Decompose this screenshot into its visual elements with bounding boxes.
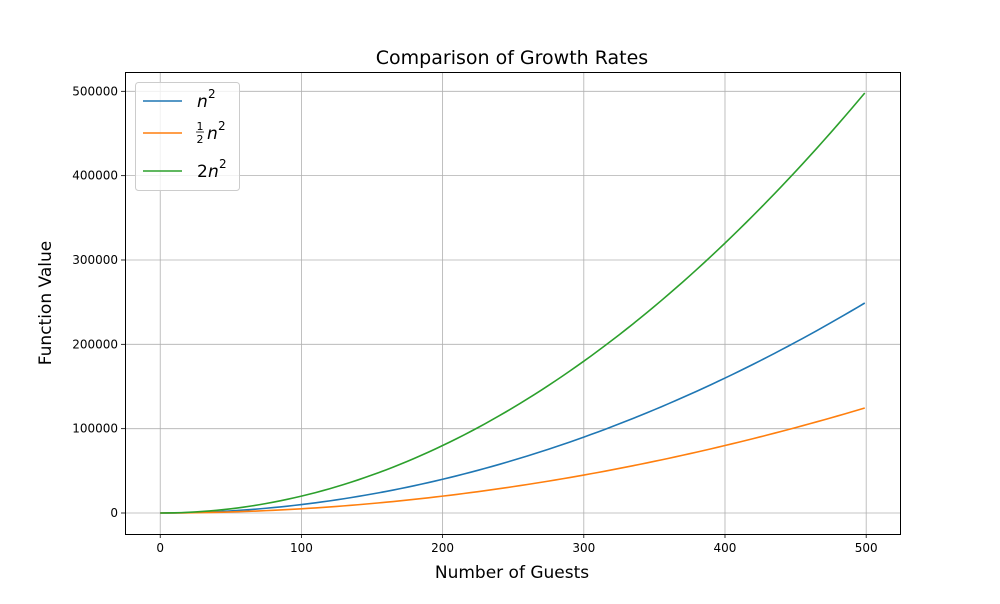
y-tick-label: 300000: [72, 253, 118, 267]
legend-label: n: [197, 92, 208, 112]
chart-title: Comparison of Growth Rates: [376, 47, 648, 69]
y-tick-label: 100000: [72, 422, 118, 436]
legend-label: n: [208, 162, 219, 182]
legend-exponent: 2: [218, 119, 226, 133]
x-tick-label: 300: [572, 541, 595, 555]
legend-coefficient: 2: [197, 162, 208, 182]
y-tick-label: 400000: [72, 169, 118, 183]
x-tick-label: 0: [156, 541, 164, 555]
series-lines: [160, 92, 866, 514]
legend-box: [135, 82, 240, 191]
series-line-2: [160, 92, 866, 514]
x-axis-label: Number of Guests: [435, 563, 589, 583]
grid: [125, 72, 900, 534]
legend-label: n: [207, 124, 218, 144]
x-tick-label: 400: [714, 541, 737, 555]
series-line-1: [160, 407, 865, 514]
plot-frame: [125, 72, 901, 535]
x-axis-ticks: 0 100 200 300 400 500: [156, 534, 878, 555]
x-tick-label: 200: [431, 541, 454, 555]
legend-exponent: 2: [219, 157, 227, 171]
y-axis-ticks: 0 100000 200000 300000 400000 500000: [72, 84, 125, 520]
y-tick-label: 200000: [72, 337, 118, 351]
legend-fraction-denominator: 2: [197, 133, 204, 146]
y-tick-label: 500000: [72, 84, 118, 98]
series-line-0: [160, 302, 866, 514]
legend: n 212 n 22 n 2: [135, 82, 240, 191]
legend-exponent: 2: [208, 87, 216, 101]
y-tick-label: 0: [110, 506, 118, 520]
legend-entry: 12 n 2: [143, 119, 226, 146]
x-tick-label: 500: [855, 541, 878, 555]
y-axis-label: Function Value: [36, 241, 56, 365]
x-tick-label: 100: [290, 541, 313, 555]
legend-fraction-numerator: 1: [197, 120, 204, 133]
